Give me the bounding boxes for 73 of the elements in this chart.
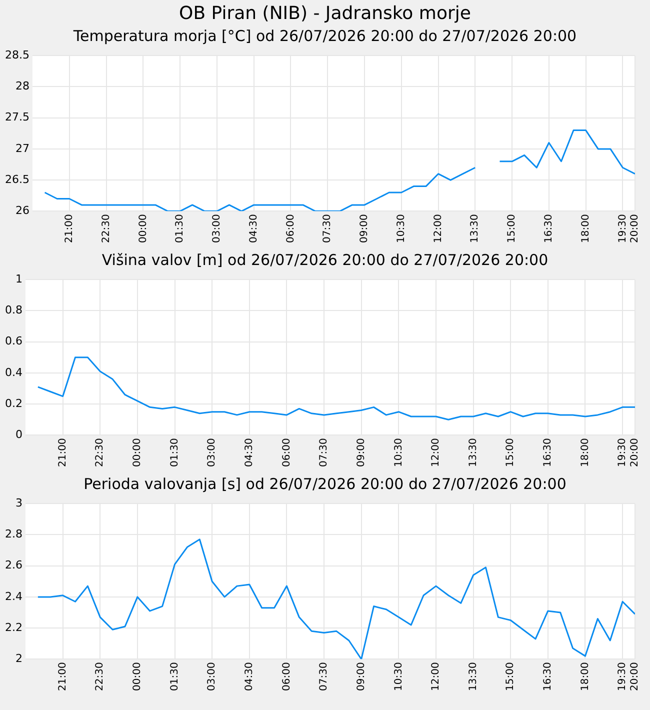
x-tick-label: 20:00: [630, 438, 641, 468]
y-tick-label: 28: [15, 80, 30, 93]
x-tick-label: 00:00: [132, 662, 144, 692]
x-tick-label: 00:00: [138, 214, 149, 244]
x-tick-label: 18:00: [580, 662, 591, 692]
x-tick-label: 13:30: [468, 662, 479, 692]
x-tick-label: 04:30: [248, 214, 260, 244]
y-tick-label: 1: [15, 272, 22, 286]
x-tick-label: 18:00: [580, 438, 591, 468]
x-tick-label: 16:30: [544, 214, 555, 244]
x-tick-label: 01:30: [169, 662, 180, 692]
y-tick-label: 26: [15, 204, 30, 218]
x-tick-label: 19:30: [617, 662, 628, 692]
y-tick-label: 2.8: [4, 528, 22, 541]
x-tick-label: 10:30: [396, 214, 407, 244]
x-tick-label: 09:00: [356, 438, 367, 468]
x-tick-label: 04:30: [244, 438, 255, 468]
x-tick-label: 12:00: [432, 214, 444, 244]
chart-title: Višina valov [m] od 26/07/2026 20:00 do 27/07/2026 20:00: [100, 250, 550, 270]
x-tick-label: 07:30: [318, 662, 330, 692]
chart-title: Perioda valovanja [s] od 26/07/2026 20:00 do 27/07/2026 20:00: [82, 474, 568, 494]
x-tick-label: 06:00: [281, 438, 292, 468]
x-tick-label: 21:00: [57, 438, 68, 468]
x-tick-label: 07:30: [322, 214, 334, 244]
y-tick-label: 2: [15, 652, 22, 666]
x-tick-label: 00:00: [132, 438, 144, 468]
x-tick-label: 22:30: [100, 214, 112, 244]
y-tick-label: 2.2: [4, 620, 22, 634]
x-tick-label: 06:00: [285, 214, 296, 244]
x-tick-label: 20:00: [630, 214, 641, 244]
y-tick-label: 0.6: [4, 334, 22, 348]
x-tick-label: 06:00: [281, 662, 292, 692]
x-tick-label: 19:30: [617, 438, 628, 468]
x-tick-label: 16:30: [542, 662, 554, 692]
x-tick-label: 18:00: [580, 214, 592, 244]
x-tick-label: 01:30: [174, 214, 186, 244]
x-tick-label: 15:00: [506, 214, 518, 244]
y-tick-label: 27.5: [4, 110, 30, 124]
x-tick-label: 13:30: [470, 214, 481, 244]
x-tick-label: 03:00: [206, 438, 218, 468]
x-tick-label: 03:00: [206, 662, 218, 692]
x-tick-label: 01:30: [169, 438, 180, 468]
x-tick-label: 04:30: [244, 662, 255, 692]
y-tick-label: 26.5: [4, 172, 30, 186]
x-tick-label: 03:00: [212, 214, 223, 244]
y-tick-label: 2.6: [4, 558, 22, 572]
x-tick-label: 21:00: [57, 662, 68, 692]
y-tick-label: 3: [15, 496, 22, 510]
y-tick-label: 27: [15, 142, 30, 155]
x-tick-label: 09:00: [359, 214, 370, 244]
x-tick-label: 15:00: [505, 662, 516, 692]
y-tick-label: 2.4: [4, 590, 22, 603]
x-tick-label: 20:00: [630, 662, 641, 692]
x-tick-label: 10:30: [393, 438, 404, 468]
y-tick-label: 0: [15, 428, 22, 442]
x-tick-label: 22:30: [94, 438, 106, 468]
x-tick-label: 15:00: [505, 438, 516, 468]
x-tick-label: 12:00: [430, 438, 442, 468]
chart-subtitle: Temperatura morja [°C] od 26/07/2026 20:00 do 27/07/2026 20:00: [72, 26, 578, 46]
chart-title: OB Piran (NIB) - Jadransko morje: [178, 2, 472, 26]
y-tick-label: 28.5: [4, 48, 30, 62]
y-tick-label: 0.4: [4, 366, 22, 379]
x-tick-label: 16:30: [542, 438, 554, 468]
y-tick-label: 0.2: [4, 396, 22, 410]
y-tick-label: 0.8: [4, 304, 22, 317]
x-tick-label: 12:00: [430, 662, 442, 692]
x-tick-label: 07:30: [318, 438, 330, 468]
x-tick-label: 21:00: [64, 214, 75, 244]
x-tick-label: 10:30: [393, 662, 404, 692]
x-tick-label: 22:30: [94, 662, 106, 692]
x-tick-label: 19:30: [617, 214, 628, 244]
x-tick-label: 13:30: [468, 438, 479, 468]
x-tick-label: 09:00: [356, 662, 367, 692]
